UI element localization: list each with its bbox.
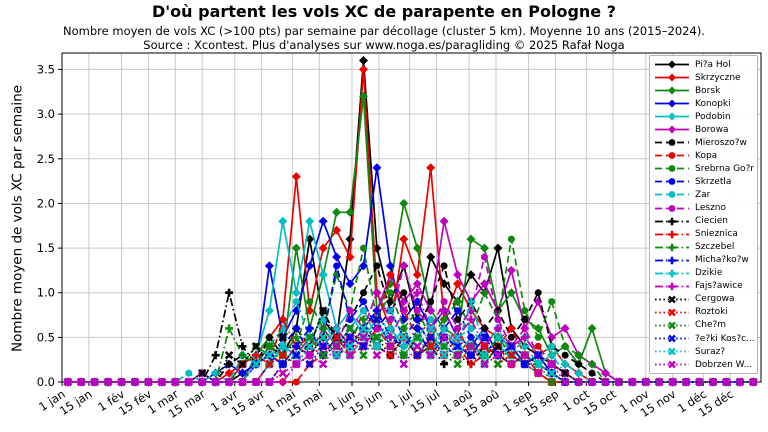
legend-label: Snieznica [695, 229, 738, 240]
legend-entry-ciecien: Ciecien [653, 215, 754, 228]
legend-entry-fajs-awice: Fajs?awice [653, 280, 754, 293]
legend-label: ?e?ki Kos?c... [695, 333, 754, 344]
legend-entry-srebrna-go-ra: Srebrna Go?ra [653, 162, 754, 175]
legend-marker-x-icon [655, 308, 689, 317]
legend-entry-dzikie: Dzikie [653, 267, 754, 280]
legend-label: Pi?a Hol [695, 59, 731, 70]
legend-marker-diamond-icon [655, 112, 689, 121]
legend-entry-dobrzen-w: Dobrzen W... [653, 358, 754, 371]
legend-entry-skrzetla: Skrzetla [653, 175, 754, 188]
legend-marker-circle-icon [655, 204, 689, 212]
legend-marker-diamond-icon [655, 73, 689, 82]
legend-marker-x-icon [655, 347, 689, 356]
legend-marker-x-icon [655, 360, 689, 369]
legend-marker-x-icon [655, 295, 689, 304]
legend-entry-borowa: Borowa [653, 123, 754, 136]
y-tick-label: 2.5 [37, 152, 55, 166]
y-tick-label: 0.0 [37, 375, 55, 389]
series-line-zar [67, 299, 754, 384]
legend-entry-konopki: Konopki [653, 97, 754, 110]
legend-label: Fajs?awice [695, 281, 743, 292]
legend-label: Skrzyczne [695, 72, 741, 83]
y-tick-label: 0.5 [37, 330, 55, 344]
legend-marker-x-icon [655, 334, 689, 343]
legend-entry-snieznica: Snieznica [653, 228, 754, 241]
y-tick-label: 1.0 [37, 286, 55, 300]
legend-entry-skrzyczne: Skrzyczne [653, 71, 754, 84]
legend-label: Micha?ko?w [695, 255, 749, 266]
legend-entry-che-m: Che?m [653, 319, 754, 332]
legend-label: Ciecien [695, 216, 729, 227]
plot-frame [61, 52, 762, 383]
legend-marker-circle-icon [655, 191, 689, 199]
legend-label: Srebrna Go?ra [695, 163, 754, 174]
legend-marker-plus-icon [655, 256, 689, 265]
legend-marker-circle-icon [655, 178, 689, 186]
legend-entry-borsk: Borsk [653, 84, 754, 97]
legend-marker-diamond-icon [655, 86, 689, 95]
legend-entry-pi-a-hol: Pi?a Hol [653, 58, 754, 71]
legend-entry-podobin: Podobin [653, 110, 754, 123]
legend-entry-mieroszo-w: Mieroszo?w [653, 136, 754, 149]
legend-label: Borowa [695, 124, 729, 135]
legend-entry-e-ki-kos-c: ?e?ki Kos?c... [653, 332, 754, 345]
y-tick-label: 1.5 [37, 241, 55, 255]
legend-marker-diamond-icon [655, 99, 689, 108]
legend-entry-kopa: Kopa [653, 149, 754, 162]
legend-marker-x-icon [655, 321, 689, 330]
series-markers-dobrzen-w [63, 333, 758, 387]
legend-marker-plus-icon [655, 217, 689, 225]
legend-entry-roztoki: Roztoki [653, 306, 754, 319]
legend-entry-leszno: Leszno [653, 202, 754, 215]
legend-entry-suraz: Suraz? [653, 345, 754, 358]
legend-marker-circle-icon [655, 139, 689, 147]
legend-label: Che?m [695, 320, 727, 331]
legend-marker-diamond-icon [655, 60, 689, 69]
legend-marker-circle-icon [655, 152, 689, 160]
legend-label: Kopa [695, 150, 718, 161]
legend-label: Dzikie [695, 268, 723, 279]
legend-entry-micha-ko-w: Micha?ko?w [653, 254, 754, 267]
legend-marker-diamond-icon [655, 125, 689, 134]
legend-label: Zar [695, 189, 711, 200]
legend-marker-plus-icon [655, 230, 689, 238]
chart-subtitle: Nombre moyen de vols XC (>100 pts) par s… [63, 24, 705, 38]
legend-label: Konopki [695, 98, 731, 109]
y-tick-label: 3.0 [37, 107, 55, 121]
legend-label: Suraz? [695, 346, 726, 357]
legend-marker-plus-icon [655, 269, 689, 278]
series-line-dobrzen-w [67, 335, 754, 383]
legend-marker-circle-icon [655, 165, 689, 173]
legend-label: Leszno [695, 203, 727, 214]
legend-label: Mieroszo?w [695, 137, 747, 148]
legend-label: Cergowa [695, 294, 735, 305]
legend-label: Borsk [695, 85, 721, 96]
legend-marker-plus-icon [655, 282, 689, 291]
legend-label: Dobrzen W... [695, 359, 753, 370]
legend-label: Podobin [695, 111, 731, 122]
legend-entry-cergowa: Cergowa [653, 293, 754, 306]
legend-marker-plus-icon [655, 243, 689, 251]
y-tick-label: 2.0 [37, 196, 55, 210]
legend-label: Roztoki [695, 307, 728, 318]
legend: Pi?a Hol Skrzyczne Borsk Konopki Podobin Boro… [649, 55, 758, 375]
chart-title: D'où partent les vols XC de parapente en… [151, 2, 617, 21]
x-tick-label: 15 jul [408, 387, 442, 416]
legend-label: Skrzetla [695, 176, 732, 187]
chart-source-line: Source : Xcontest. Plus d'analyses sur w… [143, 38, 625, 52]
legend-label: Szczebel [695, 242, 735, 253]
legend-entry-zar: Zar [653, 188, 754, 201]
legend-entry-szczebel: Szczebel [653, 241, 754, 254]
y-tick-label: 3.5 [37, 62, 55, 76]
